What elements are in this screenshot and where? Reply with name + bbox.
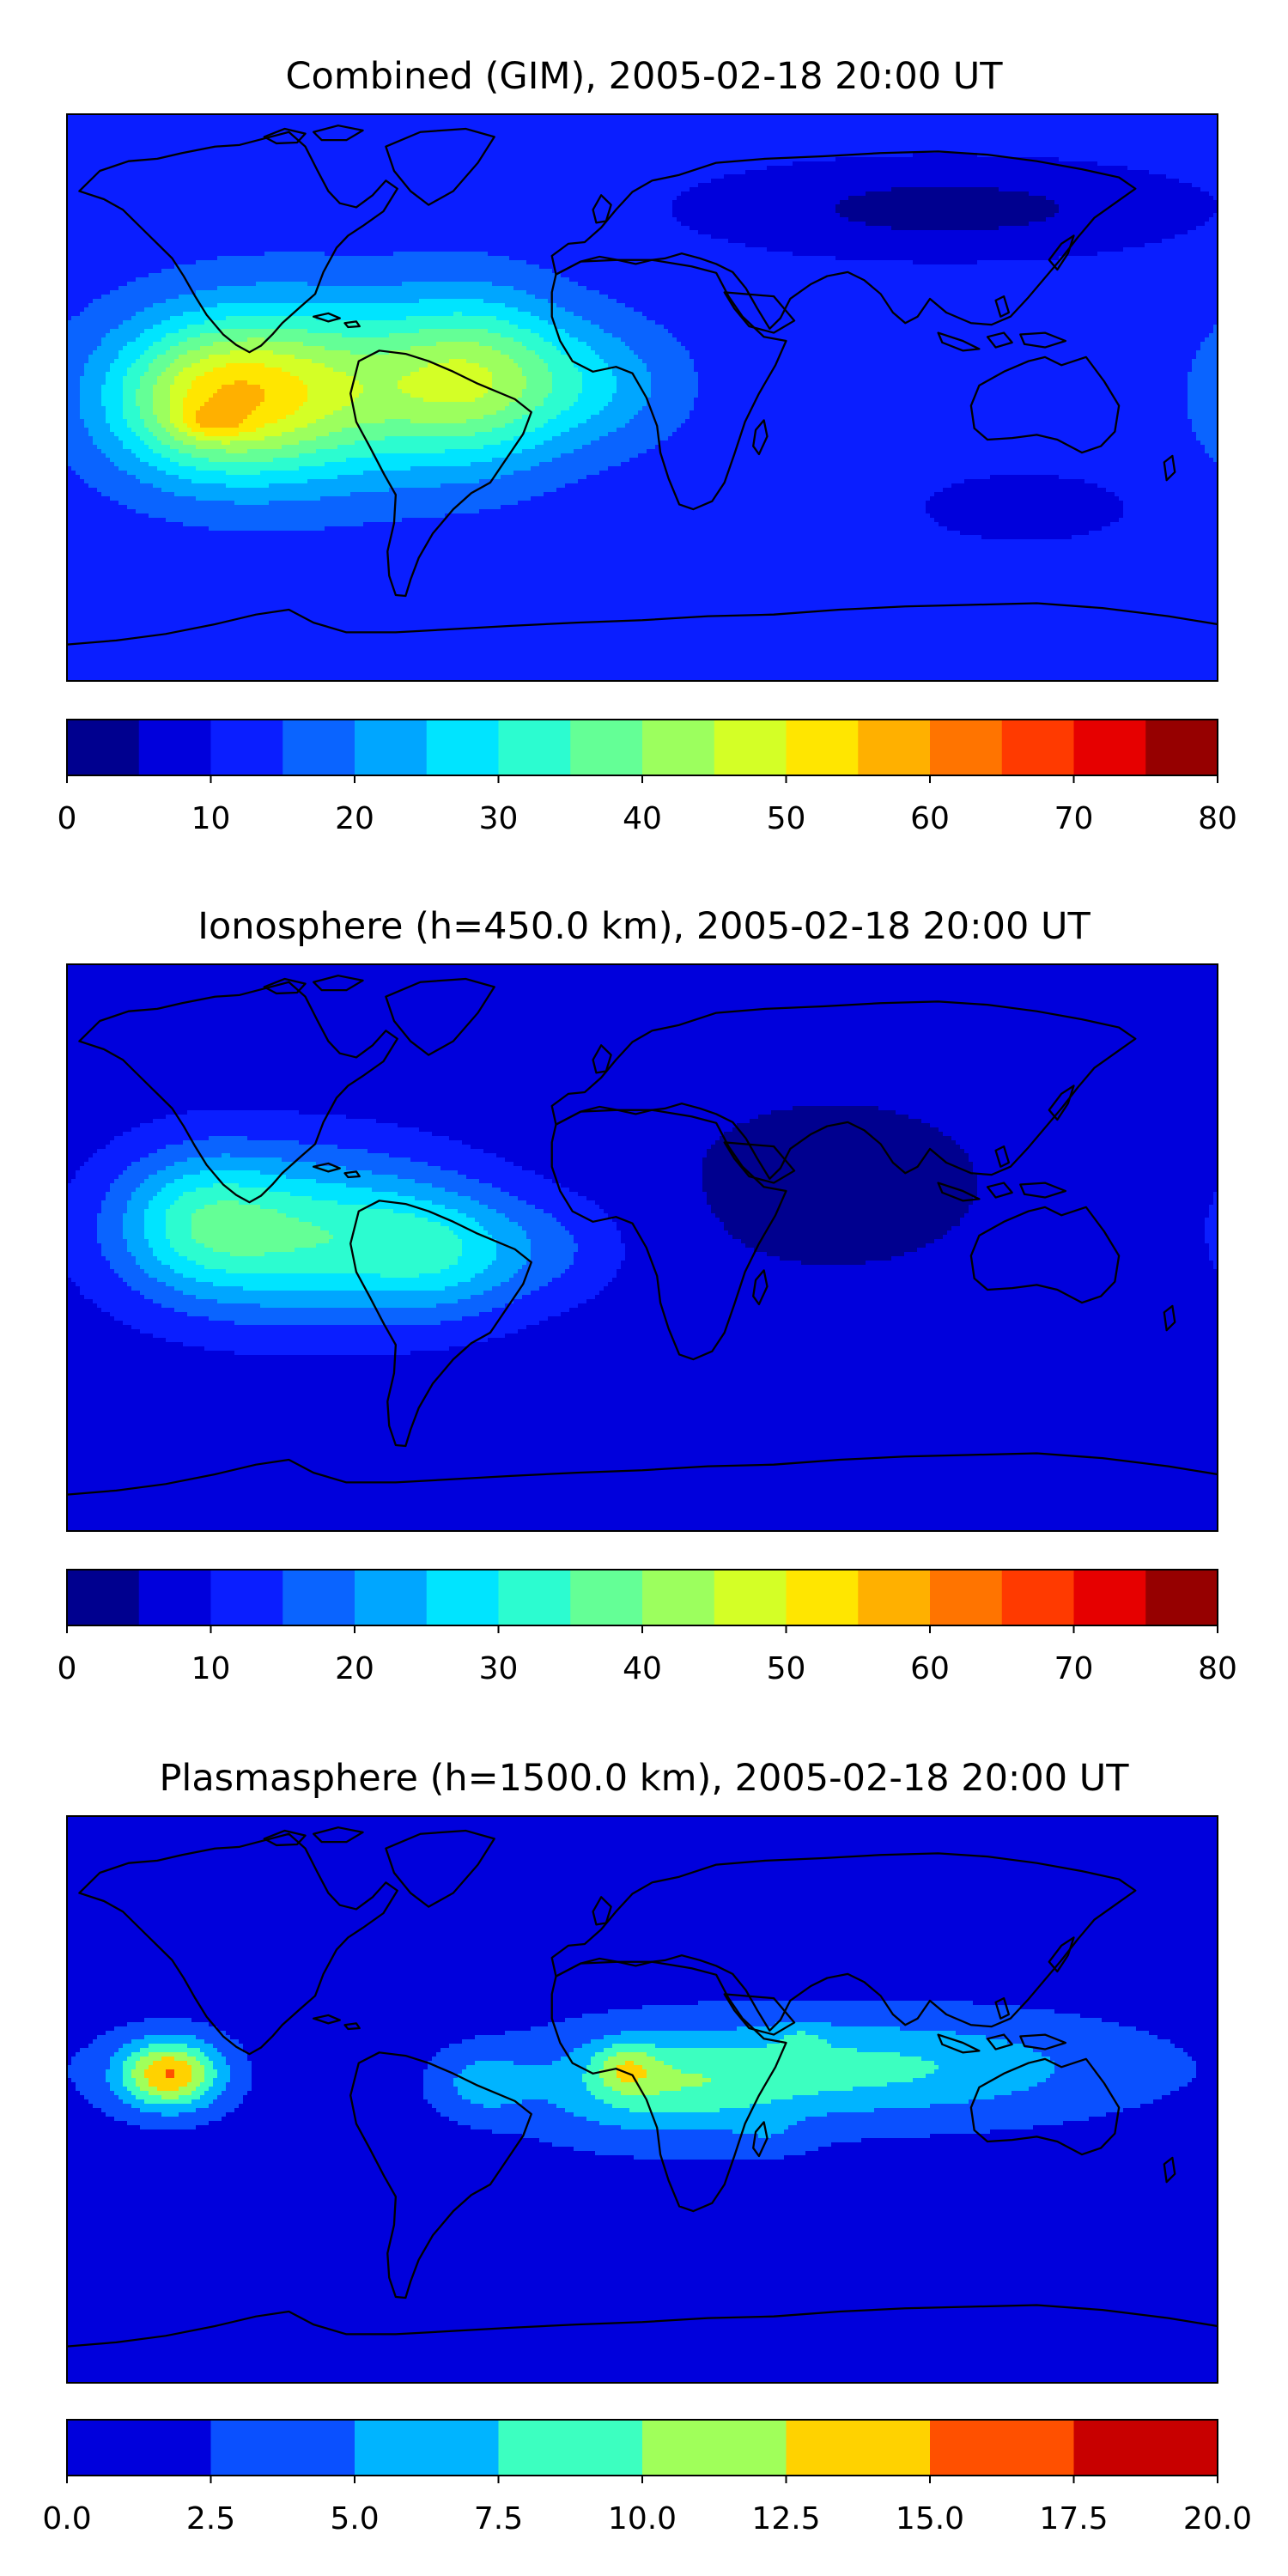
colorbar-tick-label: 30 (479, 801, 519, 836)
colorbar: 0 10 20 30 40 50 60 70 80 (58, 719, 1237, 836)
colorbar-tick-label: 0 (58, 801, 77, 836)
colorbar-segment (498, 2420, 643, 2476)
colorbar-segment (642, 1570, 715, 1625)
map-frame (66, 1815, 1218, 2384)
colorbar-tick-label: 50 (767, 1651, 806, 1686)
map-frame (66, 113, 1218, 682)
colorbar-segment (1145, 720, 1218, 775)
colorbar-segment (930, 2420, 1075, 2476)
colorbar-segment (786, 720, 859, 775)
colorbar-segment (138, 720, 212, 775)
colorbar-tick-label: 80 (1198, 1651, 1237, 1686)
colorbar-segment (642, 720, 715, 775)
colorbar-segment (67, 1570, 140, 1625)
colorbar-tick-label: 2.5 (186, 2501, 235, 2537)
colorbar-tick-label: 20 (335, 801, 374, 836)
colorbar-tick-label: 50 (767, 801, 806, 836)
colorbar-segment (858, 720, 931, 775)
panel-1: Combined (GIM), 2005-02-18 20:00 UT 0 10 20… (58, 55, 1237, 836)
colorbar-segment (786, 1570, 859, 1625)
contour-field (67, 1816, 1218, 2383)
colorbar-segment (426, 1570, 500, 1625)
colorbar-tick-label: 70 (1054, 801, 1094, 836)
colorbar-segment (283, 720, 355, 775)
colorbar-segment (67, 720, 140, 775)
colorbar-tick-label: 10 (191, 801, 231, 836)
colorbar-tick-label: 7.5 (474, 2501, 523, 2537)
colorbar-segment (426, 720, 500, 775)
colorbar: 0 10 20 30 40 50 60 70 80 (58, 1569, 1237, 1686)
colorbar-segment (570, 720, 643, 775)
colorbar-tick-label: 0.0 (42, 2501, 91, 2537)
panel-2: Ionosphere (h=450.0 km), 2005-02-18 20:0… (58, 905, 1237, 1686)
colorbar-tick-label: 40 (623, 1651, 662, 1686)
colorbar-segment (498, 1570, 571, 1625)
colorbar-segment (210, 1570, 283, 1625)
colorbar-segment (1001, 720, 1075, 775)
colorbar-tick-label: 10 (191, 1651, 231, 1686)
colorbar-tick-label: 70 (1054, 1651, 1094, 1686)
colorbar-segment (1073, 2420, 1218, 2476)
colorbar-tick-label: 20 (335, 1651, 374, 1686)
colorbar-segment (355, 2420, 500, 2476)
colorbar-segment (786, 2420, 931, 2476)
colorbar-segment (930, 1570, 1003, 1625)
panel-title: Ionosphere (h=450.0 km), 2005-02-18 20:0… (197, 905, 1091, 948)
panel-title: Plasmasphere (h=1500.0 km), 2005-02-18 2… (159, 1757, 1129, 1800)
panel-3: Plasmasphere (h=1500.0 km), 2005-02-18 2… (42, 1757, 1252, 2537)
contour-field (67, 964, 1218, 1531)
colorbar-tick-label: 60 (910, 801, 950, 836)
colorbar-segment (498, 720, 571, 775)
colorbar-tick-label: 60 (910, 1651, 950, 1686)
colorbar-tick-label: 15.0 (896, 2501, 964, 2537)
colorbar-tick-label: 80 (1198, 801, 1237, 836)
colorbar-tick-label: 30 (479, 1651, 519, 1686)
colorbar-segment (1073, 720, 1146, 775)
colorbar-tick-label: 17.5 (1039, 2501, 1108, 2537)
colorbar-segment (570, 1570, 643, 1625)
colorbar-tick-label: 0 (58, 1651, 77, 1686)
panel-title: Combined (GIM), 2005-02-18 20:00 UT (285, 55, 1003, 98)
colorbar-segment (714, 1570, 787, 1625)
colorbar-segment (210, 2420, 355, 2476)
colorbar-segment (1145, 1570, 1218, 1625)
colorbar: 0.0 2.5 5.0 7.5 10.0 12.5 15.0 17.5 20.0 (42, 2419, 1252, 2537)
colorbar-segment (210, 720, 283, 775)
colorbar-tick-label: 10.0 (608, 2501, 677, 2537)
colorbar-segment (67, 2420, 212, 2476)
colorbar-tick-label: 12.5 (751, 2501, 820, 2537)
colorbar-segment (930, 720, 1003, 775)
map-frame (66, 963, 1218, 1532)
colorbar-segment (138, 1570, 212, 1625)
colorbar-segment (714, 720, 787, 775)
colorbar-segment (355, 1570, 428, 1625)
colorbar-segment (1001, 1570, 1075, 1625)
colorbar-segment (642, 2420, 787, 2476)
colorbar-tick-label: 5.0 (330, 2501, 379, 2537)
contour-field (67, 114, 1218, 681)
colorbar-segment (858, 1570, 931, 1625)
colorbar-segment (355, 720, 428, 775)
colorbar-segment (1073, 1570, 1146, 1625)
colorbar-tick-label: 40 (623, 801, 662, 836)
colorbar-segment (283, 1570, 355, 1625)
colorbar-tick-label: 20.0 (1183, 2501, 1252, 2537)
